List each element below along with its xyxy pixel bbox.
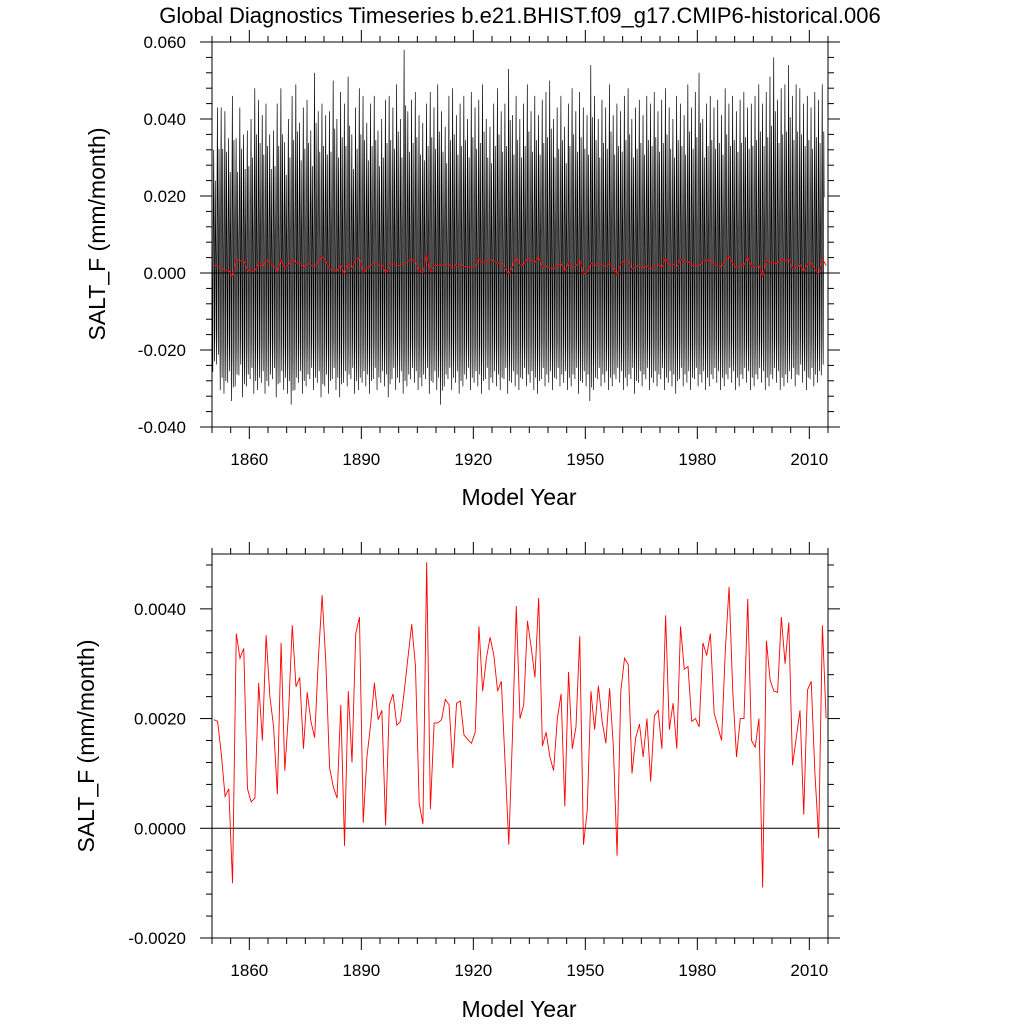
monthly-series-line <box>212 49 825 405</box>
bottom-x-tick-label: 1920 <box>454 961 492 980</box>
bottom-y-tick-label: 0.0020 <box>134 710 186 729</box>
bottom-annual-mean-line <box>213 562 827 888</box>
top-x-tick-label: 1860 <box>230 450 268 469</box>
bottom-plot-frame <box>211 553 829 939</box>
top-x-tick-label: 2010 <box>790 450 828 469</box>
bottom-y-tick-label: -0.0020 <box>128 929 186 948</box>
bottom-panel: Model Year SALT_F (mm/month) 1860 1890 192… <box>73 542 840 1022</box>
top-panel: Model Year SALT_F (mm/month) 1860 1890 192… <box>84 30 840 510</box>
bottom-y-tick-label: 0.0000 <box>134 819 186 838</box>
bottom-x-tick-label: 1860 <box>230 961 268 980</box>
chart-title: Global Diagnostics Timeseries b.e21.BHIS… <box>159 3 880 28</box>
bottom-x-tick-label: 2010 <box>790 961 828 980</box>
top-x-tick-label: 1980 <box>678 450 716 469</box>
top-x-tick-label: 1920 <box>454 450 492 469</box>
top-plot-area <box>212 49 828 405</box>
top-y-tick-label: -0.020 <box>138 341 186 360</box>
top-x-tick-label: 1890 <box>342 450 380 469</box>
top-y-tick-label: 0.060 <box>143 33 186 52</box>
top-plot-frame <box>211 41 829 428</box>
bottom-plot-area <box>212 562 828 888</box>
bottom-x-tick-label: 1950 <box>566 961 604 980</box>
top-y-axis-title: SALT_F (mm/month) <box>84 128 110 341</box>
top-x-axis-title: Model Year <box>461 484 576 510</box>
top-annual-mean-line <box>213 254 827 279</box>
bottom-y-axis-title: SALT_F (mm/month) <box>73 640 99 853</box>
top-y-tick-label: 0.020 <box>143 187 186 206</box>
bottom-x-axis-title: Model Year <box>461 996 576 1022</box>
top-y-tick-label: -0.040 <box>138 418 186 437</box>
top-x-tick-label: 1950 <box>566 450 604 469</box>
top-y-tick-label: 0.000 <box>143 264 186 283</box>
bottom-y-tick-label: 0.0040 <box>134 600 186 619</box>
top-y-tick-label: 0.040 <box>143 110 186 129</box>
bottom-x-tick-label: 1890 <box>342 961 380 980</box>
bottom-x-tick-label: 1980 <box>678 961 716 980</box>
